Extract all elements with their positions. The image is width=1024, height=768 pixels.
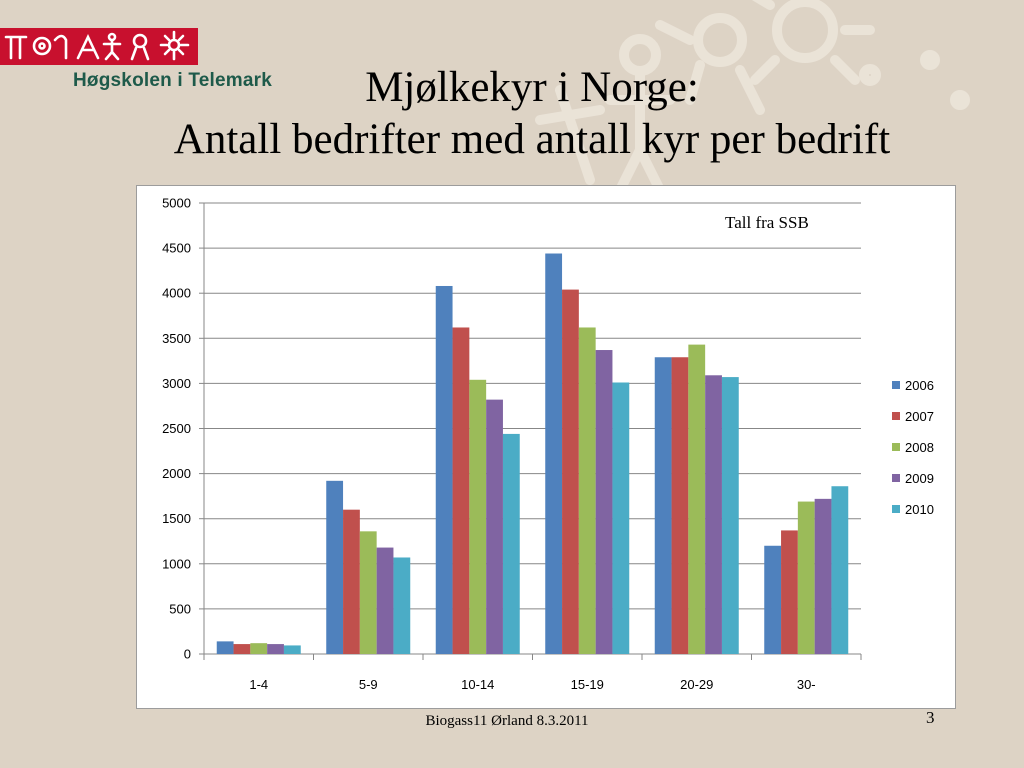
- bar-chart: 0 500 1000 1500 2000 2500 3000 3500 4000 4500 5000…: [162, 196, 934, 693]
- bar: [654, 357, 672, 654]
- legend-swatch: [892, 381, 900, 389]
- legend-swatch: [892, 505, 900, 513]
- bar: [578, 327, 596, 654]
- source-note: Tall fra SSB: [725, 213, 809, 232]
- bar: [721, 377, 739, 654]
- title-line-1: Mjølkekyr i Norge:: [365, 64, 699, 111]
- legend-label: 2008: [905, 440, 934, 455]
- bar: [469, 379, 487, 654]
- bar: [250, 643, 268, 654]
- series-2009: [267, 350, 832, 654]
- bar: [283, 645, 301, 654]
- title-line-2: Antall bedrifter med antall kyr per bedr…: [173, 116, 891, 163]
- legend-label: 2006: [905, 378, 934, 393]
- bar: [326, 480, 344, 654]
- y-tick-label: 0: [184, 647, 191, 662]
- bar: [831, 486, 849, 654]
- footer-text: Biogass11 Ørland 8.3.2011: [425, 713, 589, 729]
- slide-title: Mjølkekyr i Norge: Antall bedrifter med …: [0, 62, 1024, 166]
- legend-swatch: [892, 443, 900, 451]
- legend-label: 2009: [905, 471, 934, 486]
- legend-swatch: [892, 412, 900, 420]
- chart-container: 0 500 1000 1500 2000 2500 3000 3500 4000 4500 5000…: [136, 185, 956, 709]
- bar: [612, 382, 630, 654]
- bar: [671, 357, 689, 654]
- bar: [705, 375, 722, 654]
- y-tick-label: 3000: [162, 376, 191, 391]
- y-tick-label: 5000: [162, 196, 191, 211]
- y-tick-label: 500: [169, 601, 191, 616]
- school-name: Høgskolen i Telemark: [73, 70, 272, 91]
- y-tick-label: 4000: [162, 286, 191, 301]
- bar: [814, 498, 832, 654]
- petroglyph-logo-icon: [4, 30, 190, 61]
- page-number: 3: [926, 708, 935, 727]
- legend-label: 2010: [905, 502, 934, 517]
- bar: [435, 285, 453, 654]
- legend-label: 2007: [905, 409, 934, 424]
- background-petroglyphs: [535, 0, 970, 195]
- series-2007: [233, 289, 798, 654]
- x-tick-label: 20-29: [680, 677, 713, 692]
- y-tick-label: 2000: [162, 466, 191, 481]
- bar: [764, 545, 782, 654]
- y-tick-label: 1000: [162, 556, 191, 571]
- bar: [595, 350, 613, 654]
- bar: [359, 531, 377, 654]
- bar: [545, 253, 563, 654]
- legend: 2006 2007 2008 2009 2010: [892, 378, 934, 517]
- x-tick-label: 15-19: [571, 677, 604, 692]
- bar: [797, 501, 815, 654]
- bar: [376, 547, 394, 654]
- x-axis: 1-4 5-9 10-14 15-19 20-29 30-: [203, 654, 862, 692]
- bar: [233, 644, 251, 654]
- bar: [343, 509, 360, 654]
- school-logo: [0, 28, 198, 65]
- y-tick-label: 1500: [162, 511, 191, 526]
- bar: [688, 344, 706, 654]
- bar: [486, 399, 503, 654]
- y-tick-label: 2500: [162, 421, 191, 436]
- y-axis: 0 500 1000 1500 2000 2500 3000 3500 4000 4500 5000: [162, 196, 204, 662]
- y-tick-label: 3500: [162, 331, 191, 346]
- x-tick-label: 5-9: [359, 677, 378, 692]
- x-tick-label: 1-4: [249, 677, 268, 692]
- legend-swatch: [892, 474, 900, 482]
- series-2006: [216, 253, 782, 654]
- series-2008: [250, 327, 815, 654]
- x-tick-label: 30-: [797, 677, 816, 692]
- bar: [393, 557, 411, 654]
- bar: [502, 433, 520, 654]
- x-tick-label: 10-14: [461, 677, 494, 692]
- bar: [267, 644, 284, 654]
- y-tick-label: 4500: [162, 241, 191, 256]
- bar: [216, 641, 234, 654]
- series-2010: [283, 377, 849, 654]
- bar: [781, 530, 798, 654]
- bar: [452, 327, 470, 654]
- bar: [562, 289, 579, 654]
